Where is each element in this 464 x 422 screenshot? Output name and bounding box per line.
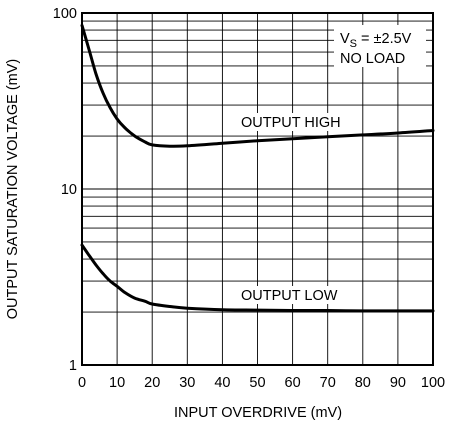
x-axis-label: INPUT OVERDRIVE (mV)	[174, 405, 342, 421]
y-axis-label: OUTPUT SATURATION VOLTAGE (mV)	[5, 59, 21, 319]
series-line-output-low	[80, 243, 435, 313]
series-labels: OUTPUT HIGH OUTPUT LOW	[238, 113, 348, 304]
curves	[80, 23, 435, 313]
load-condition-label: NO LOAD	[340, 51, 405, 67]
x-tick-label: 30	[179, 375, 195, 391]
annotations: VS = ±2.5V NO LOAD	[334, 25, 426, 67]
y-tick-label: 1	[69, 358, 77, 374]
x-tick-label: 100	[421, 375, 445, 391]
x-tick-label: 60	[285, 375, 301, 391]
supply-condition-label: VS = ±2.5V	[340, 31, 412, 50]
series-label-output-low: OUTPUT LOW	[241, 288, 338, 304]
x-tick-label: 20	[144, 375, 160, 391]
x-tick-label: 10	[109, 375, 125, 391]
plot-frame	[81, 12, 434, 366]
x-tick-label: 80	[355, 375, 371, 391]
x-tick-label: 90	[390, 375, 406, 391]
y-tick-label: 100	[53, 6, 77, 22]
series-label-output-high: OUTPUT HIGH	[241, 115, 341, 131]
x-tick-label: 40	[214, 375, 230, 391]
y-tick-label: 10	[61, 182, 77, 198]
x-tick-label: 70	[320, 375, 336, 391]
x-tick-label: 0	[78, 375, 86, 391]
x-tick-label: 50	[249, 375, 265, 391]
series-line-output-high	[80, 23, 435, 148]
